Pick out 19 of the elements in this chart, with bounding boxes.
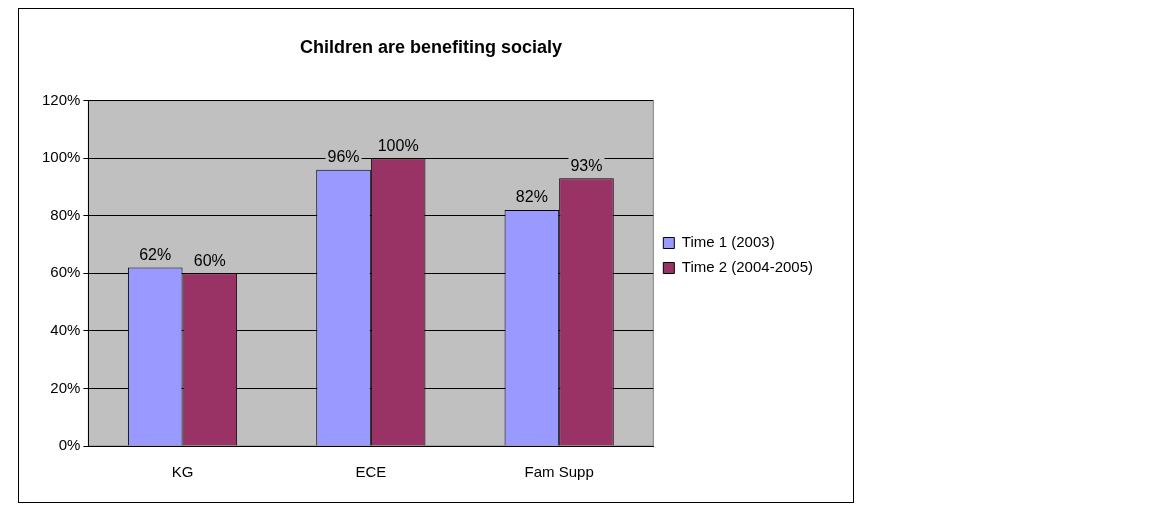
x-tick-label: ECE (355, 463, 387, 481)
data-label: 82% (515, 188, 548, 206)
y-tick-label: 0% (58, 436, 81, 454)
data-label: 93% (570, 156, 603, 174)
y-tick-label: 60% (50, 263, 81, 281)
data-label: 62% (139, 245, 172, 263)
data-label: 96% (327, 148, 360, 166)
y-tick-label: 100% (41, 148, 81, 166)
x-tick-label: KG (171, 463, 194, 481)
y-tick-label: 80% (50, 205, 81, 223)
chart-title: Children are benefiting socialy (299, 36, 563, 57)
legend-label: Time 2 (2004-2005) (681, 258, 814, 276)
data-label: 100% (377, 136, 419, 154)
y-tick-label: 120% (41, 90, 81, 108)
legend-label: Time 1 (2003) (681, 233, 775, 251)
data-label: 60% (193, 251, 226, 269)
x-tick-label: Fam Supp (524, 463, 594, 481)
y-tick-label: 20% (50, 378, 81, 396)
y-tick-label: 40% (50, 321, 81, 339)
